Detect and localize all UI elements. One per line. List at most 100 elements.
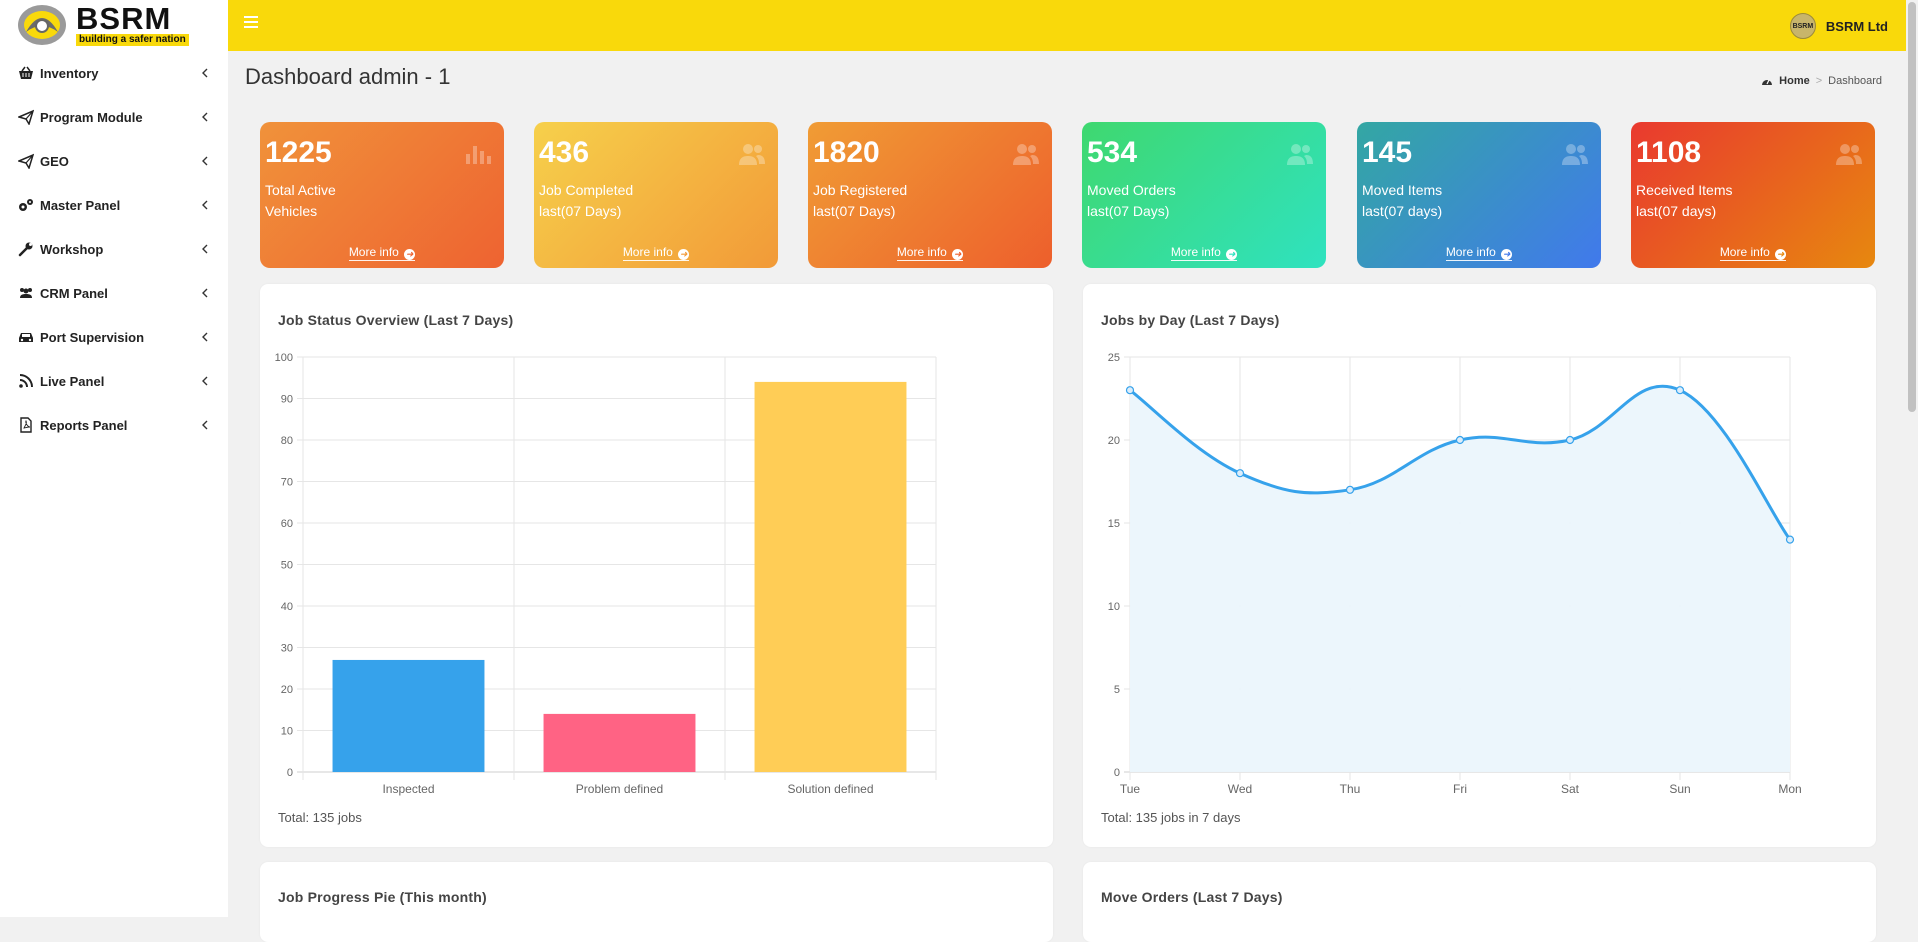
- x-tick-label: Sun: [1669, 782, 1690, 796]
- info-box-number: 145: [1362, 136, 1413, 169]
- chevron-left-icon: [202, 376, 208, 386]
- data-point: [1345, 485, 1355, 494]
- sidebar-item-geo[interactable]: GEO: [0, 139, 228, 183]
- dashboard-icon: [1762, 79, 1773, 85]
- more-info-link[interactable]: More info ➜: [1170, 245, 1238, 261]
- x-tick-label: Tue: [1120, 782, 1141, 796]
- sidebar-item-master-panel[interactable]: Master Panel: [0, 183, 228, 227]
- page-scrollbar[interactable]: [1906, 0, 1918, 917]
- more-info-link[interactable]: More info ➜: [622, 245, 690, 261]
- info-box-number: 1820: [813, 136, 880, 169]
- user-name: BSRM Ltd: [1825, 18, 1888, 34]
- sidebar-item-label: Master Panel: [40, 197, 121, 213]
- arrow-circle-right-icon: ➜: [404, 249, 416, 260]
- x-tick-label: Inspected: [382, 782, 434, 796]
- panel-title: Job Status Overview (Last 7 Days): [278, 312, 514, 328]
- data-point: [1125, 386, 1135, 395]
- sidebar-item-label: Reports Panel: [40, 417, 128, 433]
- panel-title: Job Progress Pie (This month): [278, 889, 487, 905]
- bar: [332, 659, 485, 772]
- sidebar-item-label: GEO: [40, 153, 69, 169]
- more-info-link[interactable]: More info ➜: [1719, 245, 1787, 261]
- info-box-label: Job Registered last(07 Days): [813, 182, 908, 219]
- sidebar: Inventory Program Module GEO Master Pane…: [0, 51, 228, 917]
- rss-icon: [19, 374, 33, 388]
- x-tick-label: Fri: [1453, 782, 1467, 796]
- top-navbar: BSRM building a safer nation BSRM BSRM L…: [0, 0, 1906, 51]
- basket-icon: [19, 66, 33, 79]
- y-tick-label: 100: [275, 352, 293, 364]
- arrow-circle-right-icon: ➜: [1501, 249, 1513, 260]
- bar-chart-icon: [466, 146, 491, 164]
- users-icon: [1562, 144, 1588, 165]
- job-status-bar-chart: 0 10 20 30 40 50 60 70 80 90 100 Inspected Problem d…: [275, 352, 937, 796]
- data-point: [1235, 469, 1245, 478]
- sidebar-toggle-icon[interactable]: [244, 16, 258, 30]
- avatar: BSRM: [1789, 13, 1816, 39]
- sidebar-item-label: Live Panel: [40, 373, 105, 389]
- arrow-circle-right-icon: ➜: [952, 249, 964, 260]
- info-box-job-registered: 1820 Job Registered last(07 Days) More in…: [808, 122, 1052, 268]
- sidebar-item-port-supervision[interactable]: Port Supervision: [0, 315, 228, 359]
- breadcrumb-home-link[interactable]: Home: [1779, 75, 1810, 87]
- scrollbar-thumb[interactable]: [1908, 2, 1916, 412]
- sidebar-item-program-module[interactable]: Program Module: [0, 95, 228, 139]
- job-progress-panel: Job Progress Pie (This month): [260, 862, 1053, 942]
- info-box-label: Received Items last(07 days): [1636, 182, 1733, 219]
- brand-tagline: building a safer nation: [76, 34, 189, 46]
- x-tick-label: Solution defined: [787, 782, 873, 796]
- arrow-circle-right-icon: ➜: [1226, 249, 1238, 260]
- x-tick-label: Thu: [1340, 782, 1361, 796]
- info-box-label: Moved Items last(07 days): [1362, 182, 1443, 219]
- more-info-link[interactable]: More info ➜: [896, 245, 964, 261]
- user-menu[interactable]: BSRM BSRM Ltd: [1789, 13, 1888, 39]
- brand-name: BSRM: [76, 1, 172, 36]
- sidebar-item-crm-panel[interactable]: CRM Panel: [0, 271, 228, 315]
- bar: [543, 713, 696, 772]
- breadcrumb-current: Dashboard: [1828, 75, 1882, 87]
- y-tick-label: 0: [1114, 767, 1120, 779]
- data-point: [1455, 435, 1465, 445]
- logo-mark-icon: [18, 5, 66, 45]
- x-tick-label: Sat: [1561, 782, 1580, 796]
- y-tick-label: 20: [1108, 435, 1120, 447]
- sidebar-item-live-panel[interactable]: Live Panel: [0, 359, 228, 403]
- sidebar-item-label: CRM Panel: [40, 285, 108, 301]
- chevron-left-icon: [202, 156, 208, 166]
- bar: [754, 381, 907, 772]
- chevron-left-icon: [202, 288, 208, 298]
- area-fill: [1130, 386, 1790, 772]
- wrench-icon: [18, 242, 33, 257]
- sidebar-item-reports-panel[interactable]: Reports Panel: [0, 403, 228, 447]
- sidebar-item-label: Program Module: [40, 109, 143, 125]
- users-icon: [20, 288, 32, 298]
- y-tick-label: 10: [1108, 601, 1120, 613]
- chevron-left-icon: [202, 420, 208, 430]
- sidebar-item-label: Port Supervision: [40, 329, 145, 345]
- breadcrumb-separator: >: [1815, 75, 1823, 87]
- y-tick-label: 10: [281, 726, 293, 738]
- arrow-circle-right-icon: ➜: [1775, 249, 1787, 260]
- more-info-link[interactable]: More info ➜: [1445, 245, 1513, 261]
- brand-logo[interactable]: BSRM building a safer nation: [0, 0, 228, 51]
- sidebar-item-label: Workshop: [40, 241, 104, 257]
- info-box-moved-items: 145 Moved Items last(07 days) More info ➜: [1357, 122, 1601, 268]
- more-info-link[interactable]: More info ➜: [348, 245, 416, 261]
- jobs-by-day-line-chart: 0 5 10 15 20 25 Tue Wed Thu Fri Sat Sun Mon: [1108, 352, 1802, 796]
- breadcrumb: Home > Dashboard: [1761, 75, 1882, 87]
- info-box-received-items: 1108 Received Items last(07 days) More in…: [1631, 122, 1875, 268]
- sidebar-item-workshop[interactable]: Workshop: [0, 227, 228, 271]
- users-icon: [1836, 144, 1862, 165]
- cogs-icon: [19, 199, 33, 211]
- x-tick-label: Wed: [1228, 782, 1252, 796]
- y-tick-label: 25: [1108, 352, 1120, 364]
- pdf-file-icon: [20, 417, 32, 433]
- sidebar-item-inventory[interactable]: Inventory: [0, 51, 228, 95]
- info-box-total-active-vehicles: 1225 Total Active Vehicles More info ➜: [260, 122, 504, 268]
- info-box-job-completed: 436 Job Completed last(07 Days) More info…: [534, 122, 778, 268]
- info-box-number: 436: [539, 136, 590, 169]
- chevron-left-icon: [202, 332, 208, 342]
- x-tick-label: Mon: [1778, 782, 1801, 796]
- y-tick-label: 30: [281, 643, 293, 655]
- jobs-by-day-panel: Jobs by Day (Last 7 Days) 0 5 10 15 20 25 Tue W…: [1083, 284, 1876, 847]
